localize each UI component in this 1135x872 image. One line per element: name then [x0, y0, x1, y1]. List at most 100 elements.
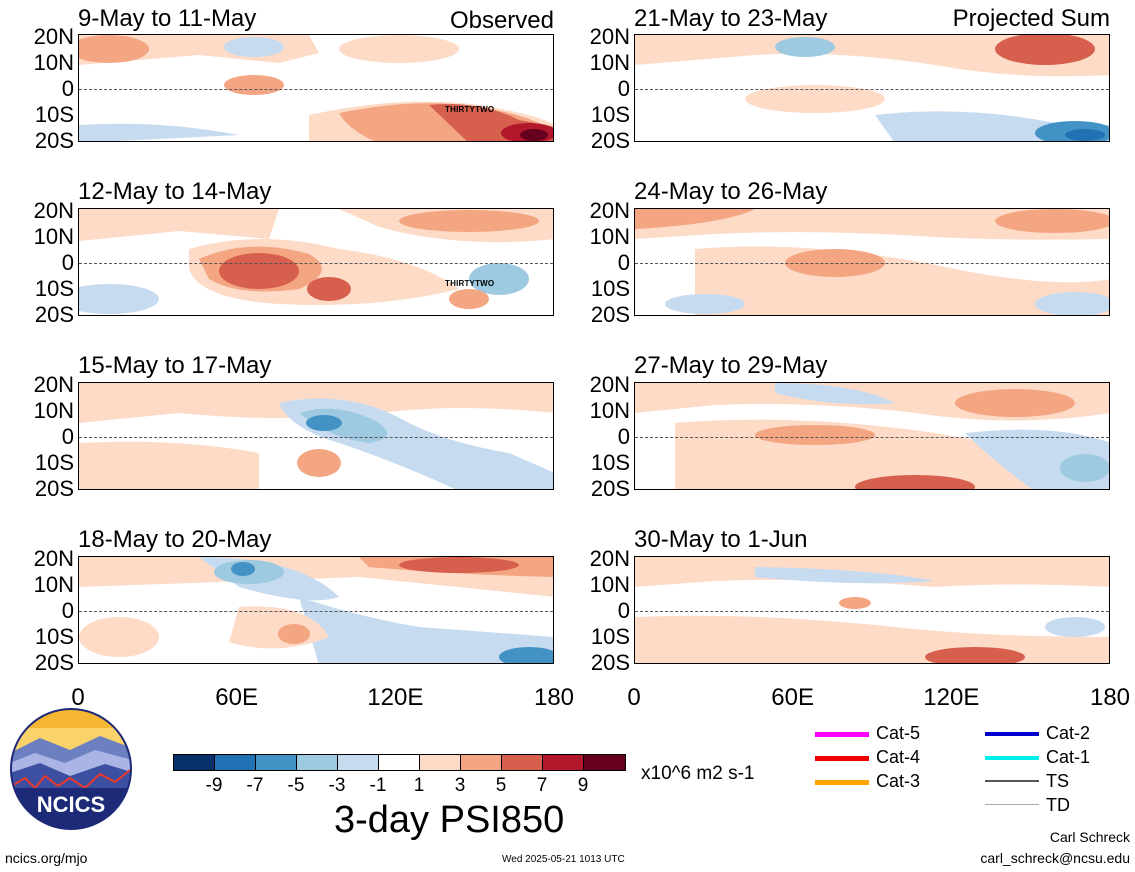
panel-title: 27-May to 29-May	[634, 352, 828, 379]
lat-label: 20N	[589, 198, 630, 223]
colorbar-swatch	[502, 755, 543, 770]
lat-label: 20N	[33, 198, 74, 223]
lat-label: 20S	[590, 128, 630, 153]
lat-label: 10S	[34, 450, 74, 475]
lon-label: 60E	[771, 684, 815, 711]
lat-label: 10S	[34, 102, 74, 127]
legend-line	[985, 756, 1039, 760]
map-panel-proj-3	[634, 382, 1110, 490]
lat-label: 20N	[33, 24, 74, 49]
colorbar-tick-label: 1	[413, 775, 425, 796]
lat-label: 10N	[589, 398, 630, 423]
lat-label: 20S	[34, 302, 74, 327]
colorbar-units: x10^6 m2 s-1	[641, 763, 755, 784]
map-panel-obs-1: THIRTYTWO	[78, 34, 554, 142]
lat-label: 10N	[589, 224, 630, 249]
colorbar-swatch	[584, 755, 625, 770]
legend-label: Cat-4	[876, 747, 921, 767]
map-panel-obs-4	[78, 556, 554, 664]
lat-label: 10N	[589, 50, 630, 75]
lat-label: 10S	[590, 276, 630, 301]
observed-label: Observed	[449, 7, 554, 34]
legend-label: Cat-5	[876, 723, 921, 743]
lat-label: 10S	[34, 276, 74, 301]
legend-line	[985, 804, 1039, 805]
lat-label: 0	[617, 424, 630, 449]
lat-label: 20S	[590, 650, 630, 675]
panel-title: 24-May to 26-May	[634, 178, 828, 205]
legend-line	[815, 756, 869, 761]
lat-label: 20S	[590, 476, 630, 501]
storm-label: THIRTYTWO	[445, 105, 495, 114]
map-panel-proj-1	[634, 34, 1110, 142]
svg-text:NCICS: NCICS	[37, 792, 105, 817]
lat-label: 10N	[33, 50, 74, 75]
legend-line	[985, 780, 1039, 782]
lat-label: 10N	[33, 224, 74, 249]
lat-label: 10S	[590, 450, 630, 475]
lat-label: 20N	[33, 546, 74, 571]
storm-label: THIRTYTWO	[445, 279, 495, 288]
map-panel-obs-2: THIRTYTWO	[78, 208, 554, 316]
map-panel-proj-2	[634, 208, 1110, 316]
panel-title: 30-May to 1-Jun	[634, 526, 808, 553]
lat-label: 20S	[34, 650, 74, 675]
lat-label: 20N	[33, 372, 74, 397]
legend-label: TS	[1046, 771, 1070, 791]
lat-label: 20S	[34, 128, 74, 153]
lat-label: 10S	[34, 624, 74, 649]
lat-label: 0	[61, 598, 74, 623]
colorbar-tick-label: -5	[287, 775, 305, 796]
colorbar-swatch	[461, 755, 502, 770]
projected-label: Projected Sum	[952, 5, 1110, 32]
colorbar	[173, 754, 626, 771]
legend-label: Cat-2	[1046, 723, 1091, 743]
colorbar-swatch	[174, 755, 215, 770]
colorbar-swatch	[338, 755, 379, 770]
lat-label: 0	[61, 250, 74, 275]
map-panel-proj-4	[634, 556, 1110, 664]
colorbar-tick-label: -3	[328, 775, 346, 796]
lon-label: 0	[627, 684, 641, 711]
lat-label: 0	[617, 76, 630, 101]
colorbar-tick-label: 9	[577, 775, 589, 796]
legend-line	[815, 732, 869, 737]
map-panel-obs-3	[78, 382, 554, 490]
lat-label: 0	[617, 598, 630, 623]
footer-timestamp: Wed 2025-05-21 1013 UTC	[502, 854, 625, 865]
panel-title: 12-May to 14-May	[78, 178, 272, 205]
legend-line	[815, 780, 869, 785]
colorbar-swatch	[256, 755, 297, 770]
legend-label: Cat-3	[876, 771, 921, 791]
colorbar-swatch	[543, 755, 584, 770]
colorbar-tick-label: -1	[369, 775, 387, 796]
legend-label: TD	[1046, 795, 1070, 815]
ncics-logo: NCICS	[10, 708, 132, 830]
colorbar-swatch	[215, 755, 256, 770]
lat-label: 0	[617, 250, 630, 275]
lat-label: 0	[61, 424, 74, 449]
panel-title: 18-May to 20-May	[78, 526, 272, 553]
legend-label: Cat-1	[1046, 747, 1091, 767]
lat-label: 10N	[589, 572, 630, 597]
colorbar-tick-label: -7	[246, 775, 264, 796]
colorbar-swatch	[297, 755, 338, 770]
footer-url: ncics.org/mjo	[5, 850, 88, 866]
lat-label: 20S	[34, 476, 74, 501]
colorbar-tick-label: 3	[454, 775, 466, 796]
lat-label: 10N	[33, 572, 74, 597]
figure-title: 3-day PSI850	[334, 799, 565, 841]
colorbar-tick-label: 5	[495, 775, 507, 796]
lon-label: 180	[1089, 684, 1131, 711]
lat-label: 20N	[589, 24, 630, 49]
lat-label: 10S	[590, 102, 630, 127]
panel-title: 15-May to 17-May	[78, 352, 272, 379]
footer-email: carl_schreck@ncsu.edu	[980, 850, 1130, 866]
lat-label: 0	[61, 76, 74, 101]
colorbar-tick-label: -9	[205, 775, 223, 796]
colorbar-tick-label: 7	[536, 775, 548, 796]
lon-label: 60E	[215, 684, 259, 711]
lon-label: 120E	[923, 684, 980, 711]
lat-label: 10S	[590, 624, 630, 649]
lon-label: 180	[533, 684, 575, 711]
